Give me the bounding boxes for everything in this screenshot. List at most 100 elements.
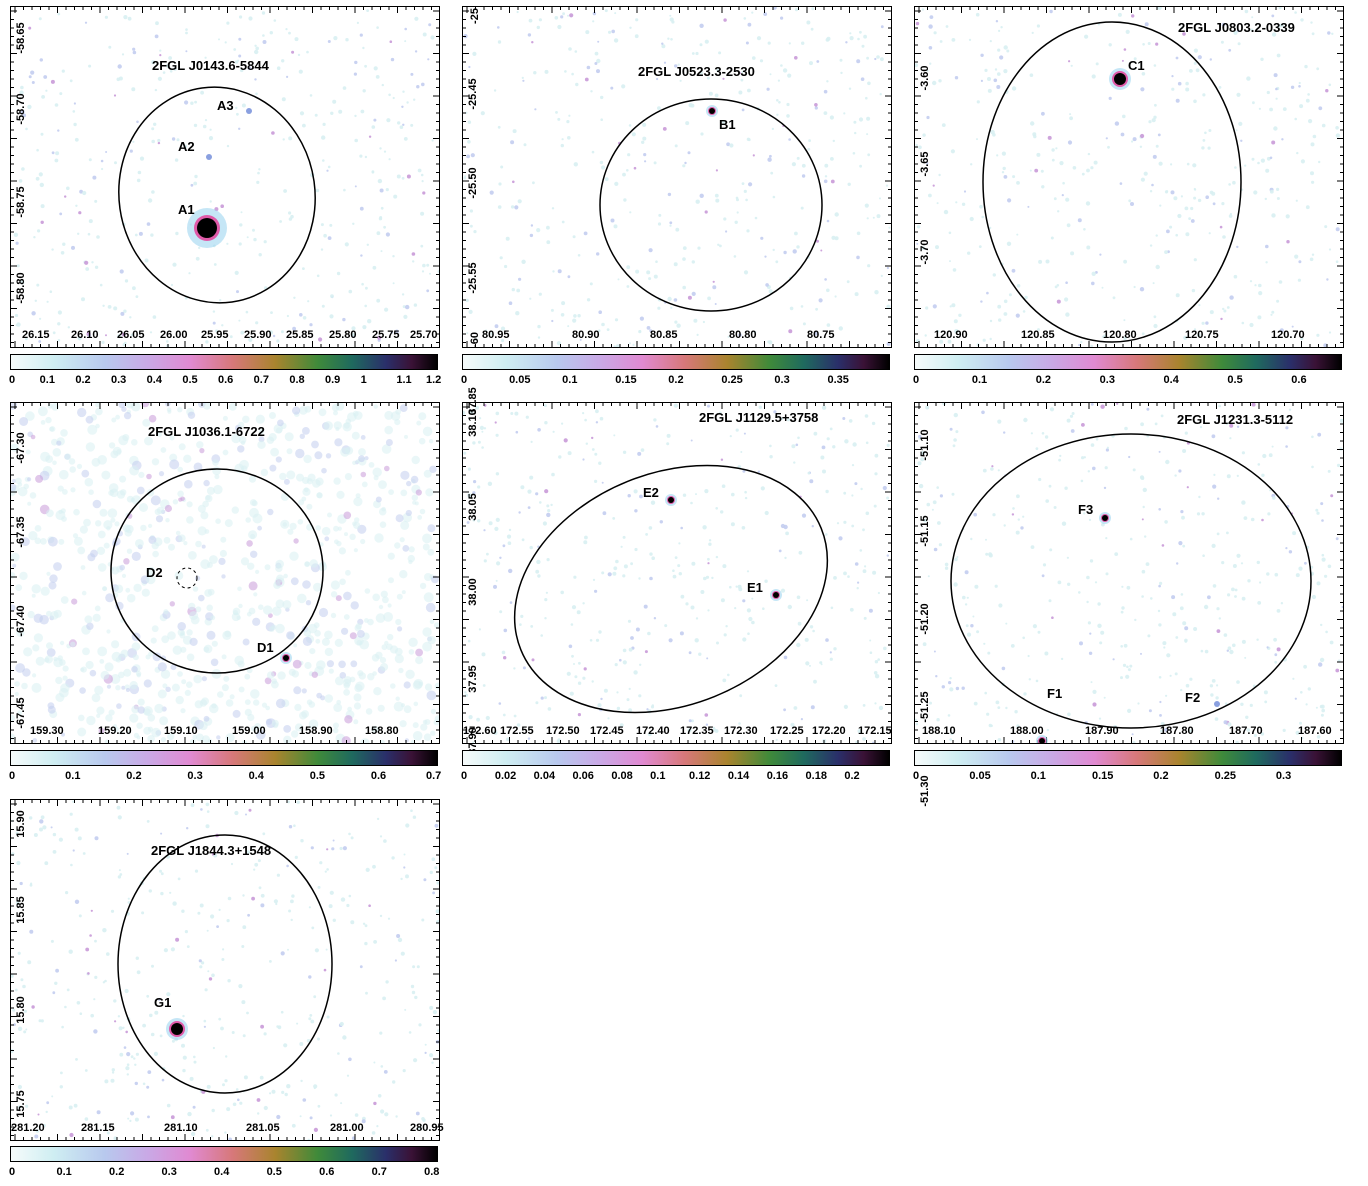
noise-speck: [222, 1083, 225, 1087]
noise-speck: [302, 1098, 307, 1102]
noise-speck: [1319, 657, 1325, 663]
noise-speck: [211, 1108, 215, 1113]
noise-speck: [286, 631, 295, 640]
noise-speck: [145, 654, 151, 660]
noise-speck: [527, 737, 531, 740]
noise-speck: [725, 230, 728, 233]
noise-speck: [1221, 202, 1225, 206]
noise-speck: [708, 91, 713, 96]
noise-speck: [830, 606, 834, 610]
noise-speck: [146, 222, 151, 226]
noise-speck: [133, 583, 142, 593]
noise-speck: [1155, 144, 1159, 148]
noise-speck: [872, 570, 877, 575]
noise-speck: [293, 643, 298, 648]
x-tick-label: 159.30: [30, 725, 64, 737]
noise-speck: [411, 494, 418, 501]
colorbar-tick-label: 0.5: [266, 1166, 282, 1178]
noise-speck: [951, 303, 956, 308]
noise-speck: [269, 412, 276, 419]
noise-speck: [72, 849, 75, 852]
noise-speck: [1041, 185, 1045, 189]
noise-speck: [852, 152, 856, 155]
noise-speck: [210, 615, 216, 621]
noise-speck: [1226, 649, 1229, 652]
noise-speck: [131, 642, 141, 651]
noise-speck: [551, 319, 554, 323]
noise-speck: [1011, 86, 1017, 91]
noise-speck: [1244, 656, 1247, 659]
noise-speck: [1226, 306, 1230, 309]
noise-speck: [315, 477, 324, 486]
noise-speck: [402, 545, 410, 552]
noise-speck: [286, 314, 289, 318]
noise-speck: [384, 465, 390, 472]
noise-speck: [849, 607, 854, 612]
noise-speck: [348, 894, 352, 898]
noise-speck: [1205, 321, 1209, 325]
noise-speck: [21, 537, 30, 546]
noise-speck: [1265, 261, 1268, 264]
noise-speck: [622, 535, 626, 539]
noise-speck: [1087, 152, 1091, 156]
noise-speck: [915, 722, 919, 726]
noise-speck: [1094, 581, 1098, 584]
noise-speck: [427, 524, 436, 533]
x-tick-label: 172.15: [858, 725, 892, 737]
noise-speck: [131, 87, 136, 92]
noise-speck: [516, 288, 521, 293]
noise-speck: [1090, 344, 1093, 347]
noise-speck: [860, 77, 865, 81]
noise-speck: [208, 136, 214, 141]
noise-speck: [341, 736, 351, 743]
noise-speck: [1121, 606, 1125, 610]
noise-speck: [812, 629, 815, 633]
noise-speck: [132, 654, 139, 661]
noise-speck: [477, 440, 481, 444]
noise-speck: [91, 693, 101, 703]
noise-speck: [776, 113, 779, 117]
noise-speck: [124, 529, 132, 537]
noise-speck: [1266, 572, 1270, 576]
noise-speck: [865, 96, 868, 100]
colorbar-tick-label: 0.16: [766, 770, 789, 782]
noise-speck: [714, 303, 717, 305]
colorbar-tick-label: 0.6: [319, 1166, 335, 1178]
noise-speck: [846, 280, 850, 284]
noise-speck: [542, 521, 547, 526]
noise-speck: [169, 435, 175, 441]
noise-speck: [497, 26, 500, 29]
noise-speck: [922, 642, 927, 647]
noise-speck: [385, 980, 389, 984]
noise-speck: [402, 1069, 406, 1073]
noise-speck: [716, 641, 719, 645]
noise-speck: [258, 436, 265, 443]
colorbar-tick-label: 1.1: [396, 374, 412, 386]
noise-speck: [219, 549, 227, 558]
noise-speck: [329, 1114, 333, 1117]
noise-speck: [15, 831, 19, 835]
noise-speck: [160, 447, 167, 453]
noise-speck: [746, 570, 750, 573]
noise-speck: [336, 271, 341, 276]
noise-speck: [590, 90, 593, 93]
noise-speck: [299, 433, 305, 439]
noise-speck: [772, 7, 777, 10]
noise-speck: [682, 285, 686, 290]
noise-speck: [1008, 293, 1012, 297]
noise-speck: [267, 508, 274, 516]
noise-speck: [284, 1092, 288, 1097]
noise-speck: [359, 154, 363, 158]
noise-speck: [204, 56, 207, 59]
noise-speck: [866, 133, 869, 136]
noise-speck: [180, 708, 186, 714]
noise-speck: [166, 1103, 171, 1108]
noise-speck: [612, 517, 616, 520]
noise-speck: [826, 323, 831, 327]
noise-speck: [780, 16, 784, 20]
noise-speck: [508, 301, 513, 306]
noise-speck: [845, 41, 848, 44]
noise-speck: [1070, 64, 1073, 67]
noise-speck: [254, 49, 259, 55]
noise-speck: [997, 706, 1001, 709]
